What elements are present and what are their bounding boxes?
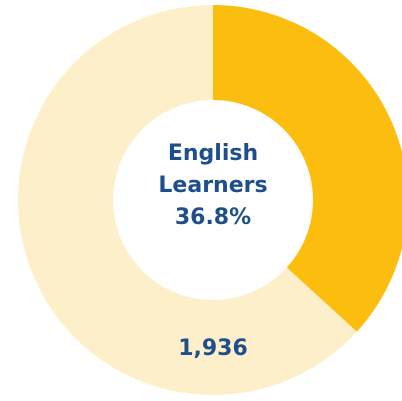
- center-label: English Learners 36.8%: [143, 138, 283, 234]
- slice: [18, 5, 357, 396]
- value-label: 36.8%: [174, 205, 252, 230]
- slice: [213, 5, 402, 332]
- annotation: 1,936: [178, 336, 248, 361]
- category-label: English Learners: [158, 141, 268, 198]
